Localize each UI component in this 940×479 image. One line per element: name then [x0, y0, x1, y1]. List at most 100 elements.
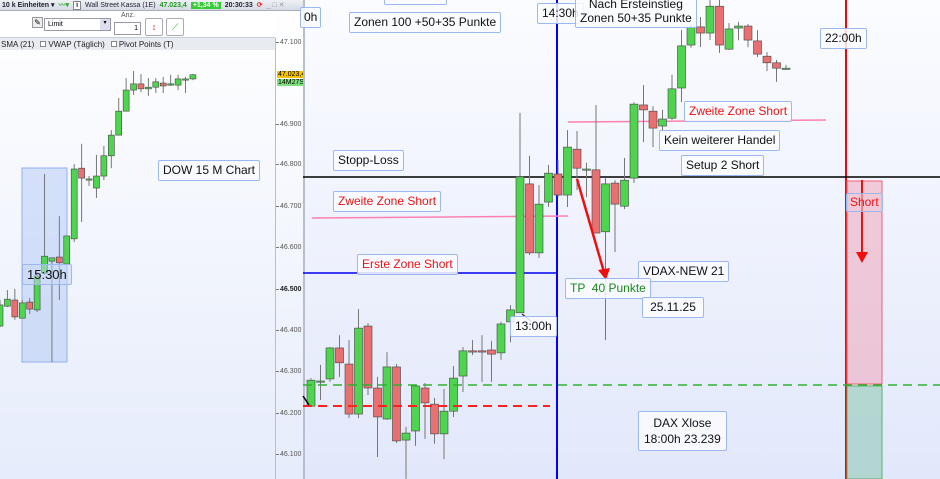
candle[interactable] [70, 164, 78, 243]
label-setup-2-short[interactable]: Setup 2 Short [681, 155, 765, 176]
label-1430[interactable]: 14:30h [537, 3, 584, 24]
candle[interactable] [373, 376, 382, 458]
candle[interactable] [420, 383, 430, 439]
candle[interactable] [93, 154, 100, 198]
candle[interactable] [401, 426, 411, 479]
candle[interactable] [705, 0, 715, 41]
candle[interactable] [667, 74, 677, 120]
candle[interactable] [182, 76, 189, 93]
candle[interactable] [439, 388, 449, 460]
label-erste-zone-short[interactable]: Erste Zone Short [357, 254, 458, 275]
candle[interactable] [553, 159, 563, 198]
candle[interactable] [130, 71, 137, 96]
short-risk-zone[interactable] [846, 180, 883, 385]
units-dropdown[interactable]: 10 k Einheiten ▾ [2, 2, 55, 9]
candle[interactable] [610, 180, 620, 253]
candle[interactable] [411, 385, 420, 446]
info-icon[interactable]: i [73, 0, 82, 10]
candle[interactable] [620, 157, 629, 210]
dow-chart-panel[interactable] [0, 0, 303, 479]
candle[interactable] [591, 104, 601, 234]
candle[interactable] [18, 300, 26, 319]
candle[interactable] [648, 106, 658, 148]
label-vdax[interactable]: VDAX-NEW 21 [638, 261, 730, 282]
candle[interactable] [677, 30, 686, 103]
candle[interactable] [734, 21, 743, 41]
buy-sell-order-button[interactable]: ↕ [145, 18, 163, 36]
label-kein-weiterer-handel[interactable]: Kein weiterer Handel [659, 130, 781, 151]
chart-type-icon[interactable]: 〰▾ [58, 2, 70, 9]
qty-input[interactable]: 1 [114, 22, 141, 35]
candle[interactable] [629, 102, 639, 184]
candle[interactable] [496, 321, 506, 360]
candle[interactable] [544, 164, 553, 208]
buy-sell-trend-button[interactable]: ⟋ [166, 18, 184, 36]
candle[interactable] [316, 364, 325, 400]
candle[interactable] [11, 288, 19, 320]
candle[interactable] [354, 309, 363, 419]
label-1300[interactable]: 13:00h [510, 316, 557, 337]
label-dow-chart[interactable]: DOW 15 M Chart [158, 160, 261, 181]
label-short[interactable]: Short [846, 193, 883, 212]
candle[interactable] [724, 23, 734, 50]
checkbox[interactable] [40, 41, 47, 48]
candle[interactable] [306, 378, 316, 407]
candle[interactable] [152, 78, 160, 93]
candle[interactable] [468, 340, 477, 355]
candle[interactable] [781, 64, 791, 70]
candle[interactable] [85, 176, 93, 186]
candle[interactable] [363, 323, 373, 396]
candle[interactable] [189, 73, 197, 81]
candle[interactable] [477, 335, 487, 382]
candle[interactable] [325, 347, 335, 382]
candle[interactable] [167, 74, 174, 86]
candle[interactable] [382, 352, 392, 420]
candle[interactable] [0, 300, 4, 327]
indicator-vwap[interactable]: VWAP (Täglich) [40, 40, 105, 49]
candle[interactable] [174, 74, 182, 91]
checkbox[interactable] [110, 41, 117, 48]
candle[interactable] [392, 364, 401, 443]
label-1530[interactable]: 15:30h [22, 264, 72, 285]
indicator-pivot[interactable]: Pivot Points (T) [110, 40, 174, 49]
candle[interactable] [582, 162, 591, 198]
candle[interactable] [658, 109, 667, 132]
candle[interactable] [78, 143, 85, 222]
wrench-icon[interactable]: ✎ [32, 17, 43, 28]
candle[interactable] [563, 130, 572, 208]
candle[interactable] [122, 78, 130, 112]
candle[interactable] [63, 235, 71, 265]
refresh-icon[interactable]: ⟳ [256, 2, 263, 9]
label-zweite-zone-short-2[interactable]: Zweite Zone Short [684, 101, 793, 122]
label-nach-ersteinstieg[interactable]: Nach Ersteinstieg Zonen 50+35 Punkte [575, 0, 697, 28]
candle[interactable] [753, 30, 762, 58]
candle[interactable] [515, 112, 525, 314]
candle[interactable] [115, 97, 123, 136]
candle[interactable] [715, 0, 724, 53]
order-type-select[interactable]: Limit ▾ [44, 18, 111, 31]
label-tp-40-punkte[interactable]: TP 40 Punkte [565, 278, 651, 299]
candle[interactable] [762, 52, 772, 72]
label-dax-close[interactable]: DAX Xlose 18:00h 23.239 [638, 411, 727, 451]
indicator-sma[interactable]: SMA (21) [1, 40, 34, 49]
candle[interactable] [4, 290, 11, 308]
candle[interactable] [449, 366, 458, 417]
dax-chart-panel[interactable] [303, 0, 940, 479]
candle[interactable] [743, 23, 753, 48]
candle[interactable] [56, 216, 63, 300]
candle[interactable] [100, 145, 108, 181]
label-stopp-loss[interactable]: Stopp-Loss [333, 150, 404, 171]
label-date[interactable]: 25.11.25 [642, 297, 704, 318]
candle[interactable] [335, 335, 344, 377]
candle[interactable] [601, 178, 610, 341]
candle[interactable] [430, 397, 439, 444]
label-zweite-zone-short-1[interactable]: Zweite Zone Short [333, 191, 442, 212]
candle[interactable] [159, 76, 167, 93]
candle[interactable] [696, 16, 705, 48]
candle[interactable] [487, 340, 496, 382]
candle[interactable] [772, 59, 781, 82]
label-2200[interactable]: 22:00h [820, 28, 867, 49]
candle[interactable] [26, 297, 33, 315]
candle[interactable] [108, 130, 115, 169]
candle[interactable] [137, 73, 145, 93]
